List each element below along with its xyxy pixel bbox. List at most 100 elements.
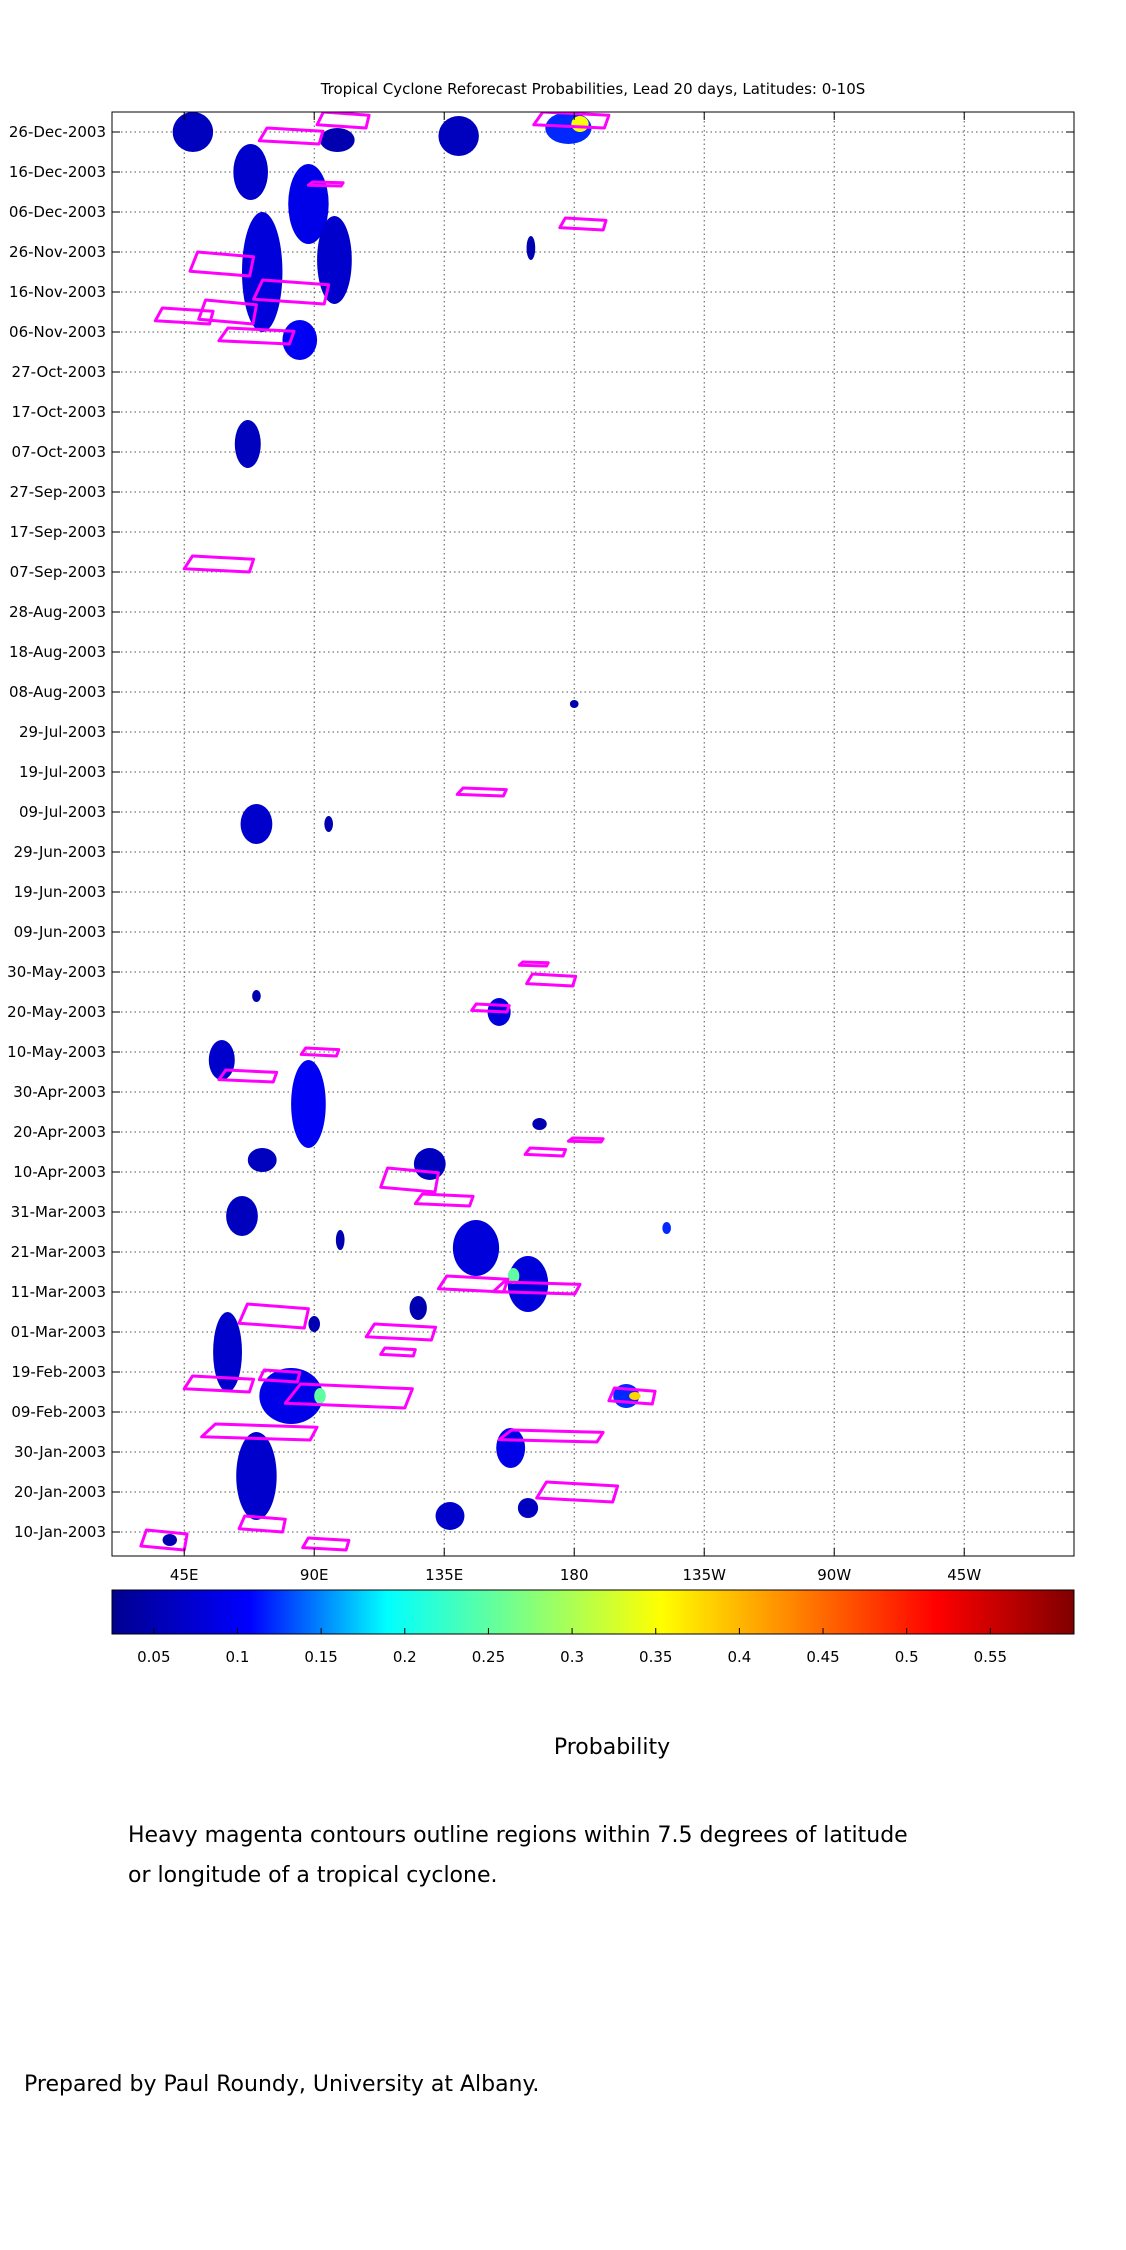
x-tick-label: 45W xyxy=(947,1566,981,1584)
probability-blob xyxy=(452,1220,500,1276)
cyclone-contour xyxy=(523,1146,568,1158)
probability-blob xyxy=(438,116,479,156)
y-tick-label: 10-Apr-2003 xyxy=(13,1163,106,1181)
probability-blob xyxy=(247,1148,277,1172)
cyclone-contour xyxy=(237,1514,287,1534)
colorbar-tick-label: 0.2 xyxy=(393,1648,417,1666)
cyclone-contour xyxy=(257,126,325,146)
y-tick-label: 01-Mar-2003 xyxy=(11,1323,106,1341)
probability-blob xyxy=(233,144,268,200)
y-tick-label: 10-May-2003 xyxy=(7,1043,106,1061)
cyclone-contour xyxy=(315,112,371,130)
cyclone-contour xyxy=(525,972,578,988)
probability-blob xyxy=(213,1312,242,1392)
y-tick-label: 29-Jun-2003 xyxy=(14,843,106,861)
probability-blob xyxy=(291,1060,326,1148)
cyclone-contour xyxy=(301,1536,351,1552)
y-tick-label: 27-Oct-2003 xyxy=(12,363,106,381)
y-tick-label: 30-Apr-2003 xyxy=(13,1083,106,1101)
probability-blob xyxy=(409,1296,427,1320)
credit-text: Prepared by Paul Roundy, University at A… xyxy=(24,2072,540,2097)
y-tick-label: 20-Jan-2003 xyxy=(14,1483,106,1501)
cyclone-contour xyxy=(182,554,256,574)
y-tick-label: 19-Jul-2003 xyxy=(19,763,106,781)
colorbar-tick-label: 0.25 xyxy=(472,1648,505,1666)
colorbar-tick-label: 0.3 xyxy=(560,1648,584,1666)
y-tick-label: 07-Sep-2003 xyxy=(10,563,106,581)
y-tick-label: 17-Sep-2003 xyxy=(10,523,106,541)
probability-blob xyxy=(324,816,333,832)
x-tick-label: 90E xyxy=(300,1566,329,1584)
colorbar-label: Probability xyxy=(553,1735,671,1760)
colorbar-tick-label: 0.45 xyxy=(806,1648,839,1666)
colorbar: 0.05 0.1 0.15 0.2 0.25 0.3 0.35 0.4 0.45 0.5 0.55 xyxy=(111,1589,1075,1666)
probability-blob xyxy=(308,1316,320,1332)
probability-blob xyxy=(236,1432,277,1520)
y-tick-label: 26-Dec-2003 xyxy=(9,123,106,141)
probability-blob xyxy=(629,1392,641,1400)
footnote-line-2: or longitude of a tropical cyclone. xyxy=(128,1863,498,1888)
y-tick-label: 06-Nov-2003 xyxy=(9,323,106,341)
y-tick-label: 09-Jul-2003 xyxy=(19,803,106,821)
colorbar-tick-label: 0.05 xyxy=(137,1648,170,1666)
cyclone-contour xyxy=(517,960,550,968)
probability-blob xyxy=(252,990,261,1002)
cyclone-contour xyxy=(182,1374,256,1394)
y-tick-label: 30-May-2003 xyxy=(7,963,106,981)
cyclone-contour xyxy=(200,1422,319,1442)
probability-blob xyxy=(226,1196,258,1236)
cyclone-contour xyxy=(299,1046,341,1058)
probability-blob xyxy=(496,1428,526,1468)
cyclone-contour xyxy=(188,250,256,278)
y-tick-label: 06-Dec-2003 xyxy=(9,203,106,221)
probability-blob xyxy=(234,420,261,468)
cyclone-contour xyxy=(306,180,345,188)
probability-blob xyxy=(320,128,355,152)
x-tick-label: 90W xyxy=(817,1566,851,1584)
y-tick-label: 09-Jun-2003 xyxy=(14,923,106,941)
cyclone-contour xyxy=(379,1346,417,1358)
probability-blob xyxy=(435,1502,465,1530)
x-tick-label: 135W xyxy=(682,1566,726,1584)
probability-blob xyxy=(413,1148,446,1180)
cyclone-contour xyxy=(197,298,258,326)
y-tick-label: 16-Nov-2003 xyxy=(9,283,106,301)
probability-blob xyxy=(335,1230,345,1250)
probability-blob xyxy=(532,1118,547,1130)
probability-blob xyxy=(526,236,536,260)
x-tick-label: 45E xyxy=(170,1566,199,1584)
x-tick-label: 180 xyxy=(560,1566,589,1584)
colorbar-bar xyxy=(111,1589,1075,1635)
probability-blob xyxy=(517,1498,539,1518)
probability-blob xyxy=(662,1222,672,1234)
cyclone-contour xyxy=(607,1386,657,1406)
cyclone-contour xyxy=(379,1166,440,1194)
chart-title: Tropical Cyclone Reforecast Probabilitie… xyxy=(320,80,866,98)
y-tick-label: 28-Aug-2003 xyxy=(9,603,106,621)
cyclone-contour xyxy=(497,1428,605,1444)
y-tick-label: 29-Jul-2003 xyxy=(19,723,106,741)
y-tick-label: 19-Jun-2003 xyxy=(14,883,106,901)
cyclone-contour xyxy=(491,1280,582,1296)
cyclone-contour xyxy=(558,216,608,232)
y-tick-label: 16-Dec-2003 xyxy=(9,163,106,181)
colorbar-tick-label: 0.4 xyxy=(727,1648,751,1666)
y-tick-label: 11-Mar-2003 xyxy=(11,1283,106,1301)
cyclone-contour-layer xyxy=(139,112,657,1552)
cyclone-contour xyxy=(257,1368,302,1384)
y-axis: 26-Dec-2003 16-Dec-2003 06-Dec-2003 26-Nov-… xyxy=(7,123,1074,1541)
y-tick-label: 09-Feb-2003 xyxy=(11,1403,106,1421)
probability-blob xyxy=(242,212,283,332)
colorbar-tick-label: 0.55 xyxy=(974,1648,1007,1666)
cyclone-contour xyxy=(283,1382,414,1410)
cyclone-contour xyxy=(532,112,611,130)
colorbar-tick-label: 0.15 xyxy=(304,1648,337,1666)
y-tick-label: 07-Oct-2003 xyxy=(12,443,106,461)
cyclone-contour xyxy=(252,278,331,306)
probability-blob xyxy=(172,112,214,152)
y-tick-label: 20-Apr-2003 xyxy=(13,1123,106,1141)
probability-blob xyxy=(240,804,273,844)
probability-blob xyxy=(282,320,318,360)
cyclone-contour xyxy=(237,1302,310,1330)
colorbar-tick-label: 0.5 xyxy=(895,1648,919,1666)
